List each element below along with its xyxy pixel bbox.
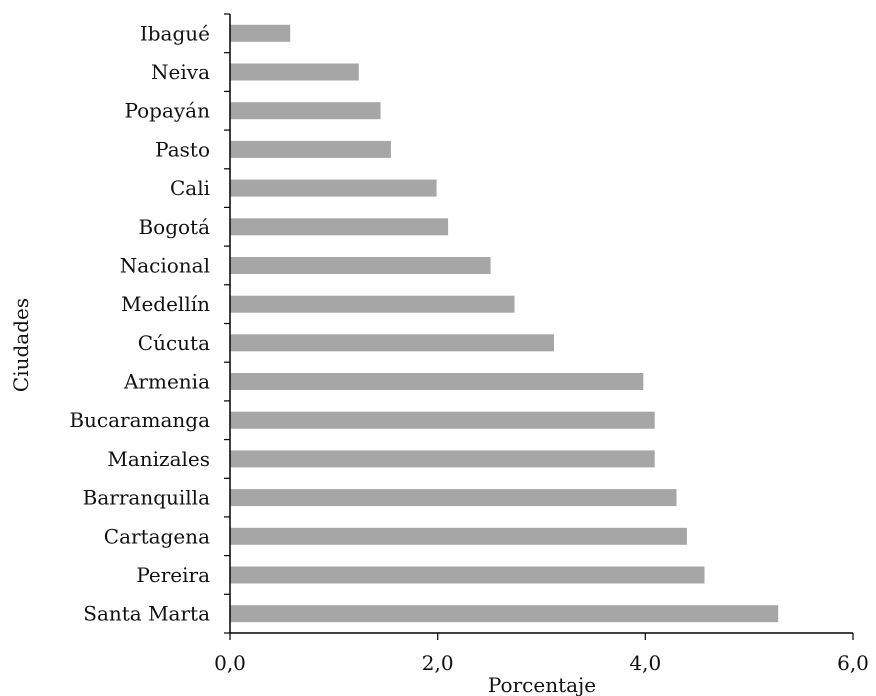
bar-14 <box>230 566 705 584</box>
category-label: Medellín <box>121 292 210 316</box>
bar-9 <box>230 373 644 390</box>
y-axis <box>224 13 231 634</box>
x-tick-label: 2,0 <box>422 651 454 675</box>
category-label: Popayán <box>124 99 210 123</box>
bar-15 <box>230 605 779 623</box>
x-tick-label: 4,0 <box>629 651 661 675</box>
bar-8 <box>230 334 554 352</box>
bar-0 <box>230 24 291 42</box>
bar-4 <box>230 179 437 197</box>
category-label: Armenia <box>123 370 210 394</box>
category-label: Barranquilla <box>83 486 210 510</box>
bar-11 <box>230 450 655 468</box>
category-label: Santa Marta <box>83 602 210 626</box>
bar-7 <box>230 295 515 313</box>
category-label: Neiva <box>151 60 210 84</box>
bar-12 <box>230 489 677 507</box>
category-labels: Ibagué Neiva Popayán Pasto Cali Bogotá Naciona… <box>69 21 210 625</box>
bar-13 <box>230 527 687 545</box>
category-label: Manizales <box>107 447 210 471</box>
category-label: Bogotá <box>138 215 210 239</box>
bar-3 <box>230 140 391 158</box>
category-label: Cali <box>170 176 210 200</box>
category-label: Cúcuta <box>138 331 210 355</box>
bar-2 <box>230 102 381 120</box>
x-tick-label: 6,0 <box>837 651 869 675</box>
category-label: Pasto <box>155 137 210 161</box>
x-axis-title: Porcentaje <box>488 673 596 696</box>
bar-1 <box>230 63 359 81</box>
bar-10 <box>230 411 655 429</box>
category-label: Cartagena <box>104 524 210 548</box>
x-tick-label: 0,0 <box>214 651 246 675</box>
x-axis: 0,0 2,0 4,0 6,0 <box>214 632 869 675</box>
category-label: Ibagué <box>140 21 210 45</box>
bar-5 <box>230 218 449 236</box>
y-axis-title: Ciudades <box>9 298 33 392</box>
category-label: Pereira <box>136 563 210 587</box>
bars-group <box>230 24 779 623</box>
bar-6 <box>230 257 491 274</box>
category-label: Bucaramanga <box>69 408 210 432</box>
category-label: Nacional <box>120 254 210 278</box>
